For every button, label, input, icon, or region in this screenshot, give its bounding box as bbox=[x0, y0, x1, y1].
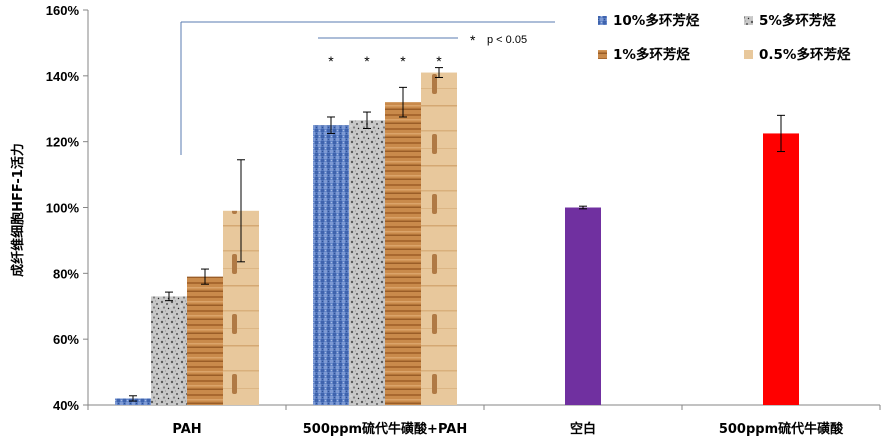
significance-star: * bbox=[364, 53, 370, 69]
bar bbox=[565, 207, 601, 405]
bar bbox=[385, 102, 421, 406]
legend-swatch bbox=[744, 50, 753, 59]
y-tick-label: 100% bbox=[46, 201, 80, 216]
legend-swatch bbox=[598, 50, 607, 59]
bar bbox=[313, 125, 349, 405]
significance-annotations: * p < 0.05 * * * * bbox=[180, 21, 555, 155]
legend-swatch bbox=[744, 16, 753, 25]
legend-label: 0.5%多环芳烃 bbox=[759, 46, 851, 63]
legend-swatch bbox=[598, 16, 607, 25]
bar bbox=[115, 398, 151, 405]
x-tick-label: 500ppm硫代牛磺酸+PAH bbox=[303, 421, 467, 437]
y-tick-label: 60% bbox=[53, 332, 79, 347]
bars bbox=[115, 72, 799, 406]
x-tick-label: PAH bbox=[172, 422, 201, 437]
y-axis: 40% 60% 80% 100% 120% 140% 160% bbox=[46, 3, 89, 413]
x-axis: PAH 500ppm硫代牛磺酸+PAH 空白 500ppm硫代牛磺酸 bbox=[87, 404, 881, 437]
legend: 10%多环芳烃 5%多环芳烃 1%多环芳烃 0.5%多环芳烃 bbox=[598, 12, 851, 63]
y-tick-label: 140% bbox=[46, 69, 80, 84]
bar bbox=[763, 133, 799, 405]
y-tick-label: 160% bbox=[46, 3, 80, 18]
legend-label: 5%多环芳烃 bbox=[759, 12, 836, 29]
significance-star: * bbox=[400, 53, 406, 69]
legend-label: 10%多环芳烃 bbox=[613, 12, 700, 29]
bar bbox=[349, 120, 385, 405]
x-tick-label: 空白 bbox=[570, 421, 596, 437]
significance-text: p < 0.05 bbox=[487, 34, 527, 46]
significance-symbol: * bbox=[470, 32, 476, 48]
y-tick-label: 80% bbox=[53, 266, 79, 281]
bar bbox=[187, 276, 223, 405]
y-axis-label: 成纤维细胞HFF-1活力 bbox=[10, 143, 26, 277]
bar bbox=[421, 72, 457, 406]
x-tick-label: 500ppm硫代牛磺酸 bbox=[719, 421, 844, 437]
y-tick-label: 120% bbox=[46, 135, 80, 150]
bar bbox=[151, 296, 187, 405]
significance-star: * bbox=[436, 53, 442, 69]
significance-star: * bbox=[328, 53, 334, 69]
error-bars bbox=[129, 67, 785, 402]
y-tick-label: 40% bbox=[53, 398, 79, 413]
legend-label: 1%多环芳烃 bbox=[613, 46, 690, 63]
